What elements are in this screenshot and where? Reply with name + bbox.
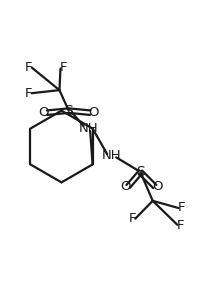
Text: F: F xyxy=(25,61,32,74)
Text: F: F xyxy=(25,87,32,100)
Text: F: F xyxy=(176,219,183,232)
Text: O: O xyxy=(38,106,49,119)
Text: NH: NH xyxy=(101,149,121,162)
Text: F: F xyxy=(177,201,184,214)
Text: F: F xyxy=(59,61,67,74)
Text: S: S xyxy=(64,104,73,117)
Text: F: F xyxy=(128,212,135,225)
Text: O: O xyxy=(88,106,98,119)
Text: O: O xyxy=(119,180,130,193)
Text: S: S xyxy=(135,165,144,179)
Text: O: O xyxy=(152,180,162,193)
Text: NH: NH xyxy=(78,122,98,134)
